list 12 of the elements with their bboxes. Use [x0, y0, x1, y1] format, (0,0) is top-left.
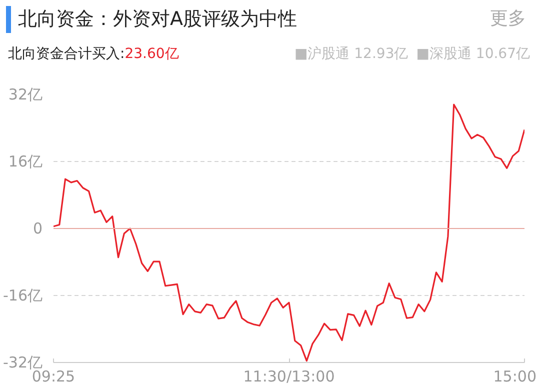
y-tick-label: 0: [32, 220, 43, 238]
x-tick-label: 11:30/13:00: [243, 368, 335, 386]
y-tick-label: -16亿: [3, 286, 42, 304]
x-tick-label: 15:00: [493, 368, 536, 386]
line-series: [54, 104, 524, 362]
text: ■深股通 10.67亿: [416, 46, 530, 62]
y-tick-label: 32亿: [8, 86, 43, 104]
chart-subtitle: 北向资金合计买入:23.60亿: [8, 45, 179, 64]
text: 更多: [490, 7, 526, 31]
y-tick-label: 16亿: [8, 152, 43, 170]
chart-title: 北向资金：外资对A股评级为中性: [6, 6, 297, 34]
text: ■沪股通 12.93亿: [294, 46, 408, 62]
